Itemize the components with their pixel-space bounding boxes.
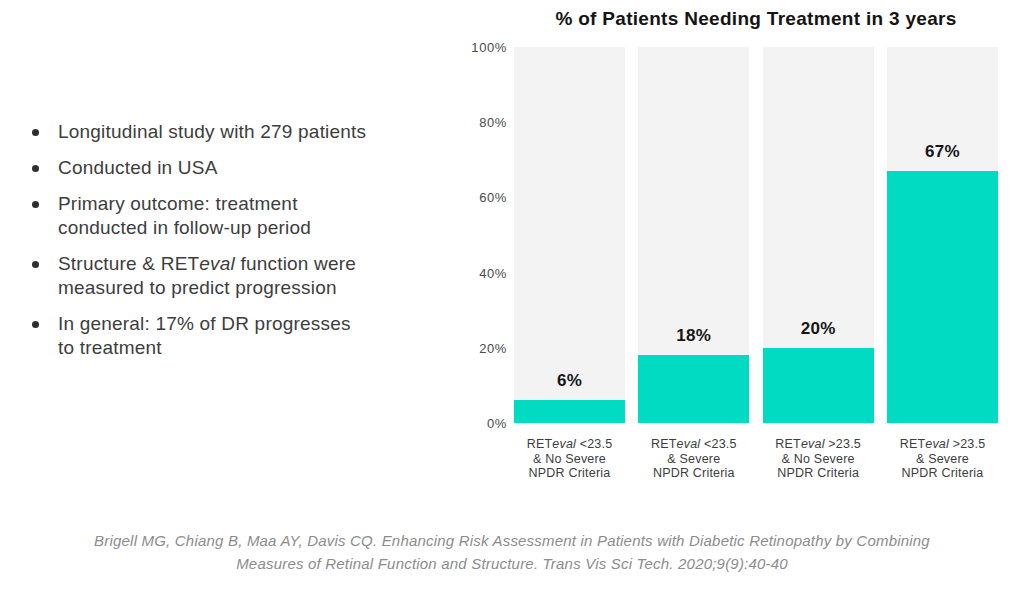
bullet-list: Longitudinal study with 279 patients Con… — [30, 120, 460, 372]
y-tick-label: 40% — [479, 265, 507, 280]
bullet-dot-icon — [32, 201, 39, 208]
bullet-line: Primary outcome: treatment — [58, 192, 460, 216]
bullet-dot-icon — [32, 129, 39, 136]
category-line: & Severe — [638, 452, 749, 467]
category-line: RETeval >23.5 — [763, 437, 874, 452]
bullet-text: In general: 17% of DR progresses to trea… — [58, 312, 460, 360]
bullet-text: Conducted in USA — [58, 156, 460, 180]
category-part: RET — [900, 437, 926, 451]
bullet-line: In general: 17% of DR progresses — [58, 312, 460, 336]
bullet-line: conducted in follow-up period — [58, 216, 460, 240]
bar-track: 67% — [887, 47, 998, 423]
bullet-line: to treatment — [58, 336, 460, 360]
category-line: NPDR Criteria — [763, 466, 874, 481]
category-label: RETeval >23.5 & No Severe NPDR Criteria — [763, 437, 874, 481]
category-label: RETeval <23.5 & Severe NPDR Criteria — [638, 437, 749, 481]
bar-value-label: 67% — [887, 141, 998, 163]
bar-track: 20% — [763, 47, 874, 423]
bar-track: 18% — [638, 47, 749, 423]
bullet-item: In general: 17% of DR progresses to trea… — [30, 312, 460, 360]
reteval-brand-text: eval — [552, 437, 576, 451]
category-line: & No Severe — [763, 452, 874, 467]
bullet-item: Conducted in USA — [30, 156, 460, 180]
y-tick-label: 20% — [479, 340, 507, 355]
bullet-item: Primary outcome: treatment conducted in … — [30, 192, 460, 240]
y-axis: 100% 80% 60% 40% 20% 0% — [427, 47, 507, 423]
category-part: <23.5 — [576, 437, 612, 451]
category-line: & No Severe — [514, 452, 625, 467]
category-part: RET — [775, 437, 801, 451]
bullet-text: Primary outcome: treatment conducted in … — [58, 192, 460, 240]
category-part: RET — [527, 437, 553, 451]
citation-line: Brigell MG, Chiang B, Maa AY, Davis CQ. … — [0, 529, 1024, 552]
bullet-line-part: Structure & RET — [58, 253, 199, 274]
bar — [638, 355, 749, 423]
bullet-line: Conducted in USA — [58, 156, 460, 180]
slide: % of Patients Needing Treatment in 3 yea… — [0, 0, 1024, 594]
citation-line: Measures of Retinal Function and Structu… — [0, 552, 1024, 575]
bullet-item: Longitudinal study with 279 patients — [30, 120, 460, 144]
bullet-dot-icon — [32, 261, 39, 268]
category-part: <23.5 — [700, 437, 736, 451]
category-line: RETeval <23.5 — [514, 437, 625, 452]
y-tick-label: 60% — [479, 190, 507, 205]
bullet-line: Longitudinal study with 279 patients — [58, 120, 460, 144]
bar — [514, 400, 625, 423]
category-line: NPDR Criteria — [887, 466, 998, 481]
y-tick-label: 100% — [471, 40, 507, 55]
x-axis: RETeval <23.5 & No Severe NPDR Criteria … — [514, 437, 998, 481]
bullet-item: Structure & RETeval function were measur… — [30, 252, 460, 300]
category-part: RET — [651, 437, 677, 451]
reteval-brand-text: eval — [199, 253, 235, 274]
category-label: RETeval >23.5 & Severe NPDR Criteria — [887, 437, 998, 481]
y-tick-label: 0% — [487, 416, 507, 431]
category-line: RETeval >23.5 — [887, 437, 998, 452]
category-line: RETeval <23.5 — [638, 437, 749, 452]
bar-value-label: 18% — [638, 325, 749, 347]
bullet-line: measured to predict progression — [58, 276, 460, 300]
category-label: RETeval <23.5 & No Severe NPDR Criteria — [514, 437, 625, 481]
citation: Brigell MG, Chiang B, Maa AY, Davis CQ. … — [0, 529, 1024, 575]
reteval-brand-text: eval — [925, 437, 949, 451]
bullet-text: Structure & RETeval function were measur… — [58, 252, 460, 300]
reteval-brand-text: eval — [677, 437, 701, 451]
bullet-dot-icon — [32, 165, 39, 172]
reteval-brand-text: eval — [801, 437, 825, 451]
bullet-line-part: function were — [235, 253, 356, 274]
bar — [887, 171, 998, 423]
bullet-text: Longitudinal study with 279 patients — [58, 120, 460, 144]
y-tick-label: 80% — [479, 115, 507, 130]
bar — [763, 348, 874, 423]
bar-value-label: 6% — [514, 370, 625, 392]
plot-area: 6% 18% 20% 67% — [514, 47, 998, 423]
category-line: NPDR Criteria — [638, 466, 749, 481]
category-line: & Severe — [887, 452, 998, 467]
bullet-line: Structure & RETeval function were — [58, 252, 460, 276]
bar-value-label: 20% — [763, 318, 874, 340]
category-part: >23.5 — [825, 437, 861, 451]
chart-title: % of Patients Needing Treatment in 3 yea… — [474, 8, 1024, 30]
category-line: NPDR Criteria — [514, 466, 625, 481]
bar-track: 6% — [514, 47, 625, 423]
category-part: >23.5 — [949, 437, 985, 451]
bullet-dot-icon — [32, 321, 39, 328]
